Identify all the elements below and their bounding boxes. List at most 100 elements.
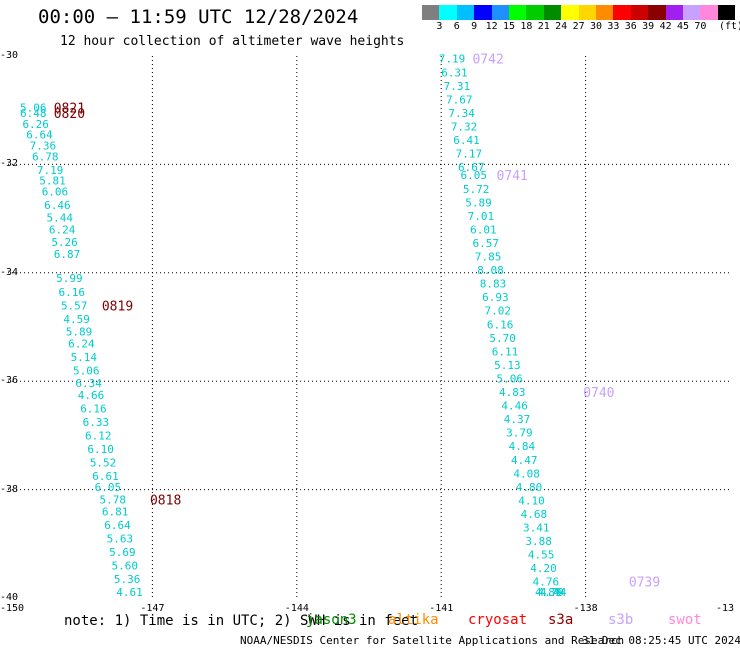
colorbar-label: 36 bbox=[624, 21, 637, 32]
pass-time-label: 0818 bbox=[150, 493, 181, 508]
legend-cryosat: cryosat bbox=[468, 612, 528, 628]
wave-height-value: 5.78 bbox=[99, 493, 126, 506]
wave-height-value: 5.52 bbox=[90, 457, 117, 470]
colorbar-swatch bbox=[648, 5, 666, 20]
page-subtitle: 12 hour collection of altimeter wave hei… bbox=[60, 34, 405, 49]
wave-height-value: 4.76 bbox=[533, 576, 560, 589]
wave-height-value: 4.44 bbox=[540, 586, 567, 599]
colorbar-swatch bbox=[543, 5, 562, 20]
wave-height-value: 5.60 bbox=[111, 559, 138, 572]
colorbar-swatch bbox=[596, 5, 614, 20]
wave-height-value: 5.63 bbox=[107, 532, 134, 545]
wave-height-value: 8.83 bbox=[480, 278, 507, 291]
colorbar-swatch bbox=[561, 5, 579, 20]
colorbar-swatch bbox=[578, 5, 596, 20]
wave-height-value: 6.41 bbox=[453, 134, 480, 147]
colorbar-swatch bbox=[613, 5, 631, 20]
wave-height-value: 7.19 bbox=[37, 164, 64, 177]
wave-height-value: 6.81 bbox=[102, 505, 129, 518]
wave-height-value: 7.31 bbox=[444, 80, 471, 93]
wave-height-value: 7.32 bbox=[451, 120, 478, 133]
wave-height-value: 7.67 bbox=[446, 93, 473, 106]
wave-height-value: 5.72 bbox=[463, 183, 490, 196]
wave-height-value: 4.84 bbox=[509, 440, 536, 453]
colorbar-swatch bbox=[717, 5, 736, 20]
pass-time-label: 0819 bbox=[102, 299, 133, 314]
wave-height-value: 4.79 bbox=[537, 586, 564, 599]
wave-height-value: 6.48 bbox=[20, 107, 47, 120]
wave-height-value: 6.87 bbox=[54, 248, 81, 261]
colorbar-swatch bbox=[456, 5, 475, 20]
wave-height-value: 5.26 bbox=[51, 236, 78, 249]
wave-height-value: 6.64 bbox=[104, 519, 131, 532]
colorbar-label: 6 bbox=[453, 21, 460, 32]
wave-height-value: 4.59 bbox=[63, 313, 90, 326]
colorbar-label: 21 bbox=[537, 21, 550, 32]
wave-height-value: 6.05 bbox=[460, 169, 487, 182]
wave-height-value: 4.46 bbox=[501, 400, 528, 413]
wave-height-value: 7.17 bbox=[456, 148, 483, 161]
footer-note: note: 1) Time is in UTC; 2) SWH is in fe… bbox=[64, 613, 419, 629]
wave-height-value: 7.19 bbox=[439, 53, 466, 66]
colorbar-swatch bbox=[439, 5, 457, 20]
wave-height-value: 6.01 bbox=[470, 223, 497, 236]
wave-height-value: 6.16 bbox=[59, 286, 86, 299]
wave-height-value: 6.34 bbox=[75, 377, 102, 390]
wave-height-value: 4.20 bbox=[530, 562, 557, 575]
wave-height-value: 5.44 bbox=[47, 212, 74, 225]
colorbar-unit: (ft) bbox=[719, 21, 740, 32]
wave-height-value: 6.57 bbox=[472, 237, 499, 250]
wave-height-value: 4.47 bbox=[511, 454, 538, 467]
wave-height-value: 6.16 bbox=[80, 402, 107, 415]
y-tick-label: -32 bbox=[0, 158, 19, 170]
x-tick-label: -147 bbox=[140, 603, 165, 614]
y-tick-label: -30 bbox=[0, 50, 19, 61]
wave-height-value: 7.34 bbox=[448, 107, 475, 120]
x-tick-label: -144 bbox=[284, 603, 309, 614]
wave-height-value: 6.61 bbox=[92, 470, 119, 483]
colorbar-swatch bbox=[526, 5, 544, 20]
wave-height-value: 4.66 bbox=[78, 389, 105, 402]
colorbar-label: 27 bbox=[572, 21, 585, 32]
wave-height-value: 5.36 bbox=[114, 573, 141, 586]
wave-height-value: 6.93 bbox=[482, 291, 509, 304]
colorbar-label: 33 bbox=[607, 21, 620, 32]
colorbar-swatch bbox=[700, 5, 718, 20]
colorbar-label: 15 bbox=[502, 21, 516, 32]
legend-jason3: jason3 bbox=[306, 612, 357, 628]
x-tick-label: -13 bbox=[716, 603, 735, 614]
colorbar-swatch bbox=[630, 5, 649, 20]
x-tick-label: -150 bbox=[0, 603, 25, 614]
credit-text: NOAA/NESDIS Center for Satellite Applica… bbox=[240, 634, 625, 647]
wave-height-value: 4.83 bbox=[499, 386, 525, 399]
colorbar-swatch bbox=[665, 5, 683, 20]
wave-height-value: 5.14 bbox=[71, 351, 98, 364]
wave-height-value: 3.41 bbox=[523, 522, 550, 535]
wave-height-value: 4.61 bbox=[116, 586, 143, 599]
colorbar-swatch bbox=[474, 5, 492, 20]
wave-height-value: 6.67 bbox=[458, 161, 485, 174]
pass-time-label: 0820 bbox=[54, 107, 85, 122]
wave-height-value: 6.12 bbox=[85, 429, 112, 442]
wave-height-value: 7.36 bbox=[30, 139, 57, 152]
colorbar-label: 30 bbox=[589, 21, 603, 32]
wave-height-value: 4.68 bbox=[521, 508, 548, 521]
timestamp-text: 31 Dec 08:25:45 UTC 2024 bbox=[582, 634, 740, 647]
wave-height-value: 5.69 bbox=[109, 546, 136, 559]
colorbar-label: 45 bbox=[676, 21, 690, 32]
colorbar-label: 24 bbox=[555, 21, 568, 32]
wave-height-value: 6.31 bbox=[441, 66, 468, 79]
colorbar-label: 9 bbox=[471, 21, 478, 32]
pass-time-label: 0821 bbox=[54, 101, 85, 116]
wave-height-value: 7.01 bbox=[468, 210, 495, 223]
legend-s3b: s3b bbox=[608, 612, 634, 628]
colorbar-label: 3 bbox=[436, 21, 443, 32]
colorbar-swatch bbox=[422, 5, 440, 20]
wave-height-value: 6.26 bbox=[22, 118, 49, 131]
page-title: 00:00 – 11:59 UTC 12/28/2024 bbox=[38, 6, 359, 28]
wave-height-value: 5.06 bbox=[497, 372, 524, 385]
wave-height-value: 6.24 bbox=[49, 223, 76, 236]
wave-height-value: 6.06 bbox=[42, 186, 68, 199]
colorbar-label: 12 bbox=[485, 21, 498, 32]
